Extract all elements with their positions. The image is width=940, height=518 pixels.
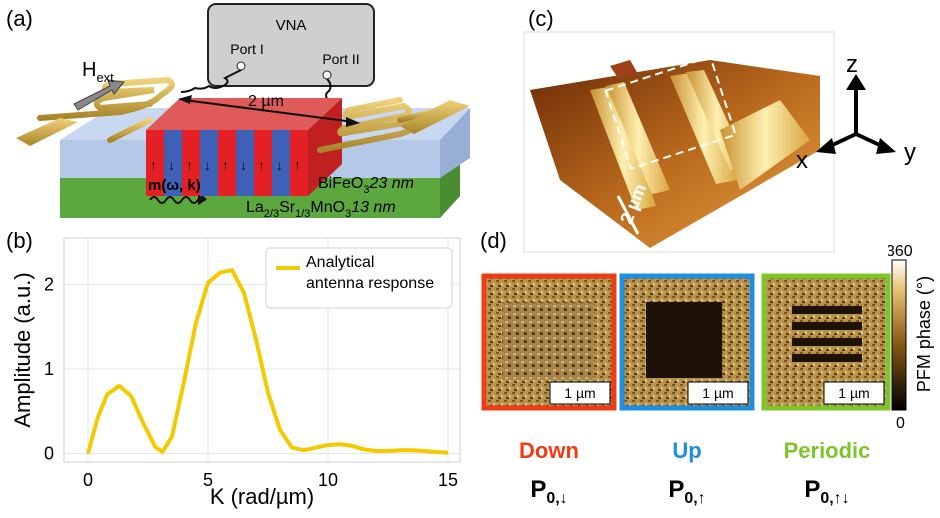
afm-selection-box — [604, 55, 737, 170]
antenna-left-pad — [16, 118, 78, 146]
svg-text:↑: ↑ — [150, 157, 157, 173]
pfm-colorbar: 360 0 PFM phase (°) — [888, 243, 934, 432]
y-axis-label: Amplitude (a.u.) — [10, 272, 35, 427]
svg-text:↑: ↑ — [294, 157, 301, 173]
colorbar-min: 0 — [896, 415, 905, 432]
afm-electrodes — [590, 60, 810, 210]
chart-legend: Analytical antenna response — [265, 247, 453, 309]
y-tick-label-2: 2 — [44, 274, 54, 294]
x-tick-label-0: 0 — [83, 470, 93, 490]
y-tick-label-0: 0 — [44, 444, 54, 464]
x-axis-label: K (rad/µm) — [210, 484, 314, 509]
pfm-title-up: Up — [672, 438, 702, 463]
bfo-layer-side — [440, 108, 470, 178]
device-schematic: VNA Port I Port II ↑ ↓ ↑ ↓ ↑ ↓ ↑ ↓ ↑ — [16, 3, 470, 220]
axis-z-label: z — [846, 51, 858, 78]
colorbar-max: 360 — [888, 243, 913, 260]
magnon-wave — [149, 196, 207, 204]
vna-box: VNA Port I Port II — [207, 3, 375, 87]
pfm-title-periodic: Periodic — [783, 438, 871, 463]
pfm-image-down: 1 µm — [481, 273, 617, 411]
panel-label-b: (b) — [6, 228, 33, 253]
port1-label: Port I — [230, 41, 263, 57]
legend-label-line2: antenna response — [306, 275, 434, 292]
pol-up: P0,↑ — [668, 476, 706, 507]
cable-port1 — [180, 69, 242, 93]
axis-triad — [816, 74, 896, 154]
svg-text:↑: ↑ — [186, 157, 193, 173]
svg-text:↓: ↓ — [240, 157, 247, 173]
svg-text:↑: ↑ — [258, 157, 265, 173]
x-tick-label-3: 15 — [438, 470, 458, 490]
x-tick-label-1: 5 — [203, 470, 213, 490]
panel-label-d: (d) — [480, 228, 507, 253]
pfm-image-periodic: 1 µm — [761, 273, 891, 411]
colorbar-label: PFM phase (°) — [914, 276, 934, 392]
svg-text:↓: ↓ — [204, 157, 211, 173]
port2-connector — [322, 70, 332, 80]
pfm-up-scale: 1 µm — [702, 385, 733, 401]
pol-down: P0,↓ — [530, 476, 568, 507]
pol-periodic: P0,↑↓ — [804, 476, 850, 507]
legend-label-line1: Analytical — [306, 254, 374, 271]
afm-topography: 2 µm z x y — [523, 31, 916, 253]
port2-label: Port II — [322, 51, 359, 67]
chart-series — [86, 268, 449, 455]
series-line-0 — [86, 268, 449, 455]
axis-y-label: y — [904, 139, 916, 166]
antenna-response-chart: 0 5 10 15 0 1 2 K (rad/µm) Amplitude (a.u.) An… — [10, 237, 461, 509]
port1-connector — [236, 61, 246, 71]
length-arrow — [183, 99, 355, 123]
afm-scalebar — [616, 195, 640, 235]
chart-ticks: 0 5 10 15 0 1 2 — [44, 274, 458, 490]
axis-x-label: x — [796, 147, 808, 174]
bfo-label: BiFeO323 nm — [318, 175, 414, 196]
length-label: 2 µm — [248, 93, 284, 110]
panel-label-c: (c) — [528, 6, 554, 31]
lsmo-label: La2/3Sr1/3MnO313 nm — [246, 199, 396, 220]
pfm-periodic-scale: 1 µm — [838, 385, 869, 401]
svg-text:↓: ↓ — [276, 157, 283, 173]
hext-arrow: Hext — [73, 59, 125, 111]
antenna-right-pad — [400, 100, 470, 134]
y-tick-label-1: 1 — [44, 359, 54, 379]
x-tick-label-2: 10 — [318, 470, 338, 490]
pfm-panel: 1 µm 1 µm 1 µm 360 0 PFM phase — [480, 243, 940, 518]
svg-text:↓: ↓ — [168, 157, 175, 173]
pfm-title-down: Down — [519, 438, 579, 463]
pfm-image-up: 1 µm — [619, 273, 755, 411]
pfm-images: 1 µm 1 µm 1 µm — [481, 273, 891, 411]
magnon-label: m(ω, k) — [148, 177, 201, 194]
svg-text:↑: ↑ — [222, 157, 229, 173]
panel-label-a: (a) — [6, 6, 33, 31]
domain-stripes: ↑ ↓ ↑ ↓ ↑ ↓ ↑ ↓ ↑ — [146, 98, 342, 196]
vna-label: VNA — [276, 17, 307, 34]
pfm-down-scale: 1 µm — [564, 385, 595, 401]
hext-label: Hext — [82, 59, 114, 85]
